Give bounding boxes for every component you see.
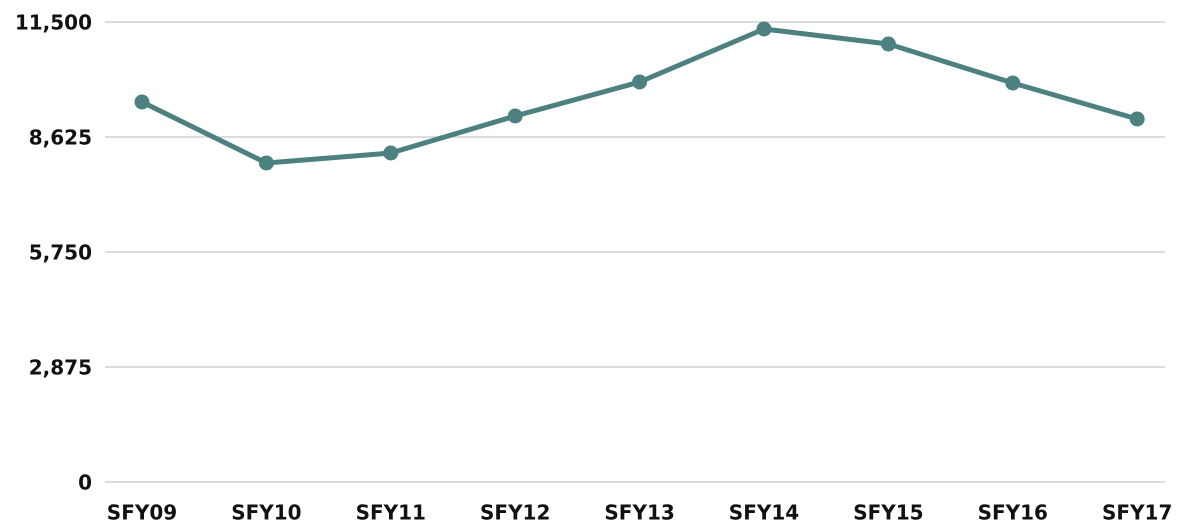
y-tick-label: 5,750 xyxy=(29,241,92,265)
data-point xyxy=(632,74,648,90)
x-tick-label: SFY13 xyxy=(604,501,674,525)
data-point xyxy=(756,21,772,37)
data-point xyxy=(258,155,274,171)
x-tick-label: SFY12 xyxy=(480,501,550,525)
data-point xyxy=(880,36,896,52)
x-tick-label: SFY11 xyxy=(356,501,426,525)
y-tick-label: 2,875 xyxy=(29,356,92,380)
data-point xyxy=(383,145,399,161)
y-tick-label: 0 xyxy=(78,471,92,495)
data-point xyxy=(1129,111,1145,127)
series-line xyxy=(140,26,1138,166)
x-tick-label: SFY16 xyxy=(978,501,1048,525)
x-tick-label: SFY10 xyxy=(231,501,301,525)
x-tick-label: SFY15 xyxy=(853,501,923,525)
x-tick-label: SFY14 xyxy=(729,501,799,525)
data-point xyxy=(134,94,150,110)
x-tick-label: SFY17 xyxy=(1102,501,1172,525)
x-tick-label: SFY09 xyxy=(107,501,177,525)
y-tick-label: 8,625 xyxy=(29,126,92,150)
data-point xyxy=(1005,75,1021,91)
data-point xyxy=(507,108,523,124)
y-tick-label: 11,500 xyxy=(15,11,92,35)
